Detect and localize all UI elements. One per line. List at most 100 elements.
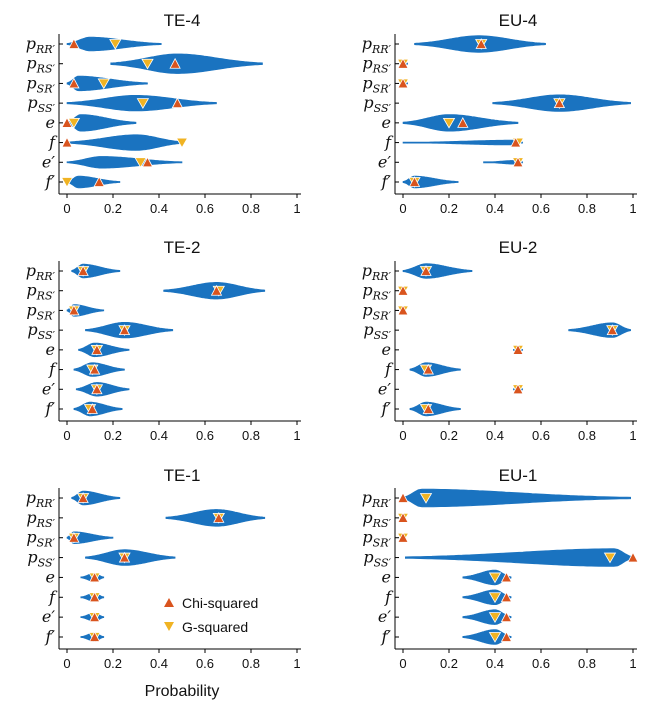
g-squared-marker bbox=[109, 39, 122, 50]
param-label: f′ bbox=[380, 627, 391, 646]
violin-shape bbox=[66, 114, 137, 132]
chi-squared-marker bbox=[68, 304, 80, 316]
violin-shape bbox=[405, 548, 634, 567]
chi-squared-marker bbox=[512, 156, 524, 168]
x-tick-label: 0.4 bbox=[486, 656, 504, 671]
violin-shape bbox=[409, 362, 461, 377]
x-tick-label: 0.8 bbox=[242, 428, 260, 443]
x-tick-label: 0.8 bbox=[578, 428, 596, 443]
param-label: pRS′ bbox=[26, 281, 55, 303]
chi-squared-marker bbox=[422, 403, 434, 414]
x-tick-label: 0.8 bbox=[242, 656, 260, 671]
x-tick-label: 0 bbox=[63, 428, 70, 443]
chi-squared-marker bbox=[457, 116, 469, 128]
param-label: e′ bbox=[378, 379, 391, 398]
param-label: e bbox=[382, 113, 391, 132]
param-label: pRR′ bbox=[362, 34, 392, 56]
param-label: f′ bbox=[380, 399, 391, 418]
legend-chi-squared-marker bbox=[164, 598, 174, 607]
violin-shape bbox=[85, 549, 176, 566]
x-tick-label: 1 bbox=[293, 656, 300, 671]
x-tick-label: 0.4 bbox=[150, 656, 168, 671]
g-squared-marker bbox=[488, 612, 502, 623]
chi-squared-marker bbox=[88, 591, 101, 603]
chi-squared-marker bbox=[500, 591, 513, 603]
panel-title: TE-4 bbox=[164, 11, 201, 30]
g-squared-marker bbox=[603, 552, 617, 564]
x-tick-label: 0.6 bbox=[532, 428, 550, 443]
param-label: pRR′ bbox=[362, 488, 392, 510]
param-label: pSS′ bbox=[27, 93, 55, 115]
chi-squared-marker bbox=[420, 265, 432, 276]
violin-shape bbox=[110, 53, 263, 74]
chi-squared-marker bbox=[397, 511, 409, 523]
param-label: pRR′ bbox=[26, 34, 56, 56]
param-label: e bbox=[382, 340, 391, 359]
param-label: pSS′ bbox=[363, 93, 391, 115]
param-label: pSR′ bbox=[362, 73, 391, 95]
g-squared-marker bbox=[97, 78, 110, 90]
panel-title: TE-2 bbox=[164, 238, 201, 257]
param-label: f bbox=[384, 587, 394, 606]
x-tick-label: 0.6 bbox=[532, 656, 550, 671]
param-label: f bbox=[384, 133, 394, 152]
chi-squared-marker bbox=[500, 571, 513, 583]
panel-title: TE-1 bbox=[164, 466, 201, 485]
panel-title: EU-2 bbox=[499, 238, 538, 257]
x-tick-label: 0.2 bbox=[440, 428, 458, 443]
g-squared-marker bbox=[175, 137, 189, 149]
g-squared-marker bbox=[442, 117, 456, 129]
g-squared-marker bbox=[60, 177, 74, 188]
chi-squared-marker bbox=[397, 77, 409, 89]
chi-squared-marker bbox=[118, 324, 131, 336]
x-tick-label: 0.6 bbox=[532, 201, 550, 216]
chi-squared-marker bbox=[397, 57, 409, 69]
param-label: f bbox=[48, 587, 58, 606]
violin-shape bbox=[75, 382, 130, 397]
param-label: pSS′ bbox=[27, 320, 55, 342]
g-squared-marker bbox=[136, 98, 150, 109]
g-squared-marker bbox=[419, 493, 433, 504]
chi-squared-marker bbox=[422, 363, 434, 375]
violin-shape bbox=[402, 263, 473, 279]
g-squared-marker bbox=[141, 58, 154, 70]
param-label: e′ bbox=[378, 152, 391, 171]
chi-squared-marker bbox=[627, 551, 639, 563]
chi-squared-marker bbox=[213, 511, 225, 523]
g-squared-marker bbox=[134, 157, 147, 169]
chi-squared-marker bbox=[512, 343, 524, 355]
chi-squared-marker bbox=[169, 57, 181, 69]
param-label: e′ bbox=[42, 607, 55, 626]
chi-squared-marker bbox=[397, 492, 409, 503]
violin-shape bbox=[483, 160, 523, 165]
x-tick-label: 1 bbox=[293, 428, 300, 443]
legend-label-g-squared: G-squared bbox=[182, 619, 248, 635]
chi-squared-marker bbox=[86, 403, 98, 414]
param-label: f bbox=[48, 360, 58, 379]
x-tick-label: 0 bbox=[63, 656, 70, 671]
param-label: pRR′ bbox=[26, 488, 56, 510]
chi-squared-marker bbox=[88, 571, 101, 583]
x-tick-label: 1 bbox=[629, 656, 636, 671]
legend: Chi-squared G-squared bbox=[164, 595, 258, 635]
param-label: f bbox=[48, 133, 58, 152]
panel-eu-1: EU-1 0 0.2 0.4 0.6 0.8 1 pRR′pRS′pSR′pSS′efe′f′ bbox=[362, 466, 639, 671]
param-label: pRS′ bbox=[362, 508, 391, 530]
violin-shape bbox=[66, 75, 148, 92]
param-label: e′ bbox=[378, 607, 391, 626]
chi-squared-marker bbox=[77, 265, 89, 276]
violin-shape bbox=[402, 139, 523, 146]
x-tick-label: 0.4 bbox=[486, 201, 504, 216]
violin-shape bbox=[66, 156, 183, 169]
g-squared-marker bbox=[67, 117, 81, 129]
violin-shape bbox=[66, 175, 121, 189]
violin-shape bbox=[402, 488, 631, 508]
chi-squared-marker bbox=[408, 176, 421, 187]
legend-label-chi-squared: Chi-squared bbox=[182, 595, 258, 611]
chi-squared-marker bbox=[118, 551, 131, 563]
chi-squared-marker bbox=[397, 531, 409, 543]
x-tick-label: 0.4 bbox=[150, 201, 168, 216]
chi-squared-marker bbox=[93, 176, 105, 187]
chi-squared-marker bbox=[61, 116, 73, 128]
